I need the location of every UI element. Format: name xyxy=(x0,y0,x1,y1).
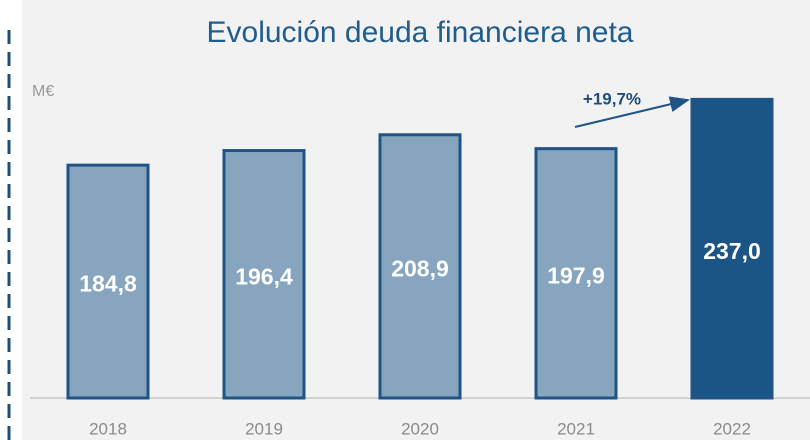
bar xyxy=(690,97,774,400)
x-tick-label: 2019 xyxy=(245,419,283,438)
value-label: 197,9 xyxy=(547,262,605,288)
bar xyxy=(222,149,306,400)
x-tick-label: 2021 xyxy=(557,419,595,438)
x-tick-label: 2018 xyxy=(89,419,127,438)
bar xyxy=(66,163,150,400)
annotation: +19,7% xyxy=(583,89,641,108)
chart-title: Evolución deuda financiera neta xyxy=(207,16,634,49)
unit-label: M€ xyxy=(32,83,54,100)
value-label: 208,9 xyxy=(391,255,449,281)
value-label: 237,0 xyxy=(703,238,761,264)
bar xyxy=(534,147,618,400)
growth-arrow xyxy=(574,96,690,128)
x-tick-label: 2022 xyxy=(713,419,751,438)
value-label: 184,8 xyxy=(79,271,137,297)
x-tick-label: 2020 xyxy=(401,419,439,438)
bar xyxy=(378,133,462,400)
value-label: 196,4 xyxy=(235,263,293,289)
